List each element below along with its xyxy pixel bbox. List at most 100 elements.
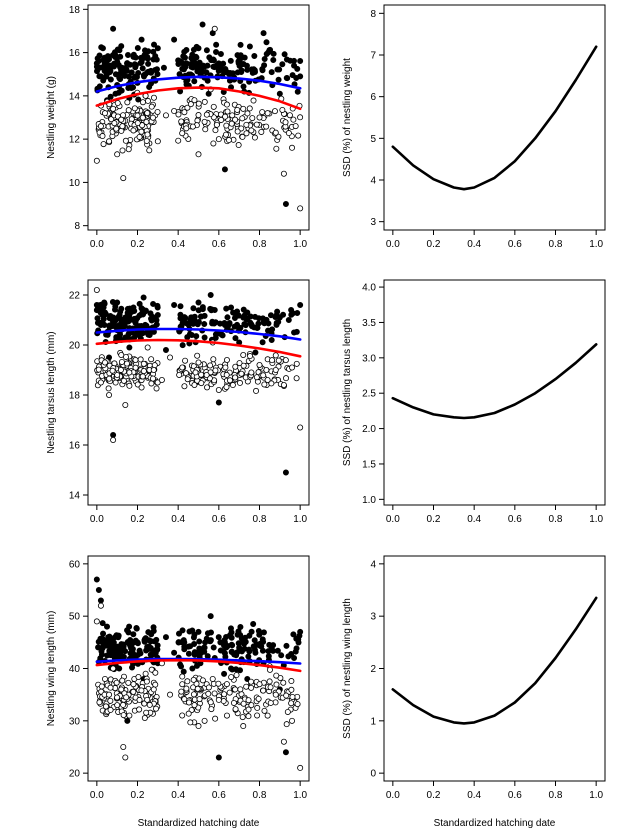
data-point: [177, 303, 184, 310]
data-point: [133, 625, 140, 632]
data-point: [130, 681, 137, 688]
data-point: [134, 45, 141, 52]
data-point: [109, 322, 116, 329]
data-point: [114, 299, 121, 306]
data-point: [143, 119, 150, 126]
y-axis-label: SSD (%) of nestling tarsus length: [342, 319, 353, 466]
data-point: [97, 73, 104, 80]
data-point: [205, 684, 212, 691]
data-point: [252, 349, 259, 356]
data-point: [226, 632, 233, 639]
data-point: [195, 628, 202, 635]
data-point: [254, 704, 261, 711]
data-point: [201, 644, 208, 651]
data-point: [286, 112, 293, 119]
x-tick-label: 0.8: [549, 239, 563, 250]
data-point: [126, 382, 133, 389]
data-point: [198, 371, 205, 378]
data-point: [148, 638, 155, 645]
data-point: [139, 373, 146, 380]
data-point: [248, 702, 255, 709]
data-point: [191, 381, 198, 388]
x-tick-label: 0.6: [212, 514, 226, 525]
data-point: [120, 175, 127, 182]
data-point: [128, 645, 135, 652]
x-tick-label: 0.8: [253, 790, 267, 801]
data-point: [134, 315, 141, 322]
data-point: [140, 73, 147, 80]
data-point: [141, 54, 148, 61]
data-point: [229, 382, 236, 389]
data-point: [100, 304, 107, 311]
data-point: [255, 695, 262, 702]
data-point: [267, 684, 274, 691]
data-point: [120, 743, 127, 750]
data-point: [114, 151, 121, 158]
data-point: [295, 132, 302, 139]
data-point: [291, 655, 298, 662]
x-tick-label: 0.0: [90, 239, 104, 250]
data-point: [279, 106, 286, 113]
data-point: [181, 54, 188, 61]
data-point: [266, 47, 273, 54]
data-point: [124, 60, 131, 67]
y-tick-label: 14: [69, 491, 81, 502]
x-axis-label: Standardized hatching date: [434, 818, 556, 829]
y-tick-label: 16: [69, 441, 81, 452]
x-tick-label: 0.4: [467, 790, 481, 801]
data-point: [181, 109, 188, 116]
plot-frame: [383, 4, 606, 231]
y-tick-label: 20: [69, 341, 81, 352]
data-point: [282, 201, 289, 208]
data-point: [280, 738, 287, 745]
data-point: [179, 712, 186, 719]
data-point: [203, 47, 210, 54]
data-point: [261, 56, 268, 63]
data-point: [130, 127, 137, 134]
data-point: [146, 147, 153, 154]
y-tick-label: 18: [69, 391, 81, 402]
data-point: [194, 68, 201, 75]
data-point: [289, 364, 296, 371]
data-point: [291, 329, 298, 336]
y-axis-label: Nestling tarsus length (mm): [46, 331, 57, 453]
data-point: [198, 380, 205, 387]
data-point: [191, 78, 198, 85]
data-point: [288, 700, 295, 707]
data-point: [182, 357, 189, 364]
data-point: [236, 379, 243, 386]
y-tick-label: 4: [370, 176, 376, 187]
y-tick-label: 22: [69, 291, 81, 302]
data-point: [122, 137, 129, 144]
data-point: [265, 320, 272, 327]
data-point: [196, 696, 203, 703]
data-point: [122, 314, 129, 321]
data-point: [297, 205, 304, 212]
data-point: [268, 644, 275, 651]
data-point: [153, 321, 160, 328]
data-point: [124, 639, 131, 646]
data-point: [278, 652, 285, 659]
data-point: [192, 369, 199, 376]
data-point: [249, 69, 256, 76]
data-point: [283, 56, 290, 63]
data-point: [122, 754, 129, 761]
data-point: [154, 311, 161, 318]
data-point: [184, 376, 191, 383]
data-point: [134, 639, 141, 646]
ssd-curve: [391, 343, 598, 420]
x-tick-label: 0.0: [386, 790, 400, 801]
data-point: [176, 630, 183, 637]
data-point: [233, 652, 240, 659]
y-tick-label: 1: [370, 716, 376, 727]
x-tick-label: 1.0: [293, 514, 307, 525]
data-point: [217, 50, 224, 57]
data-point: [178, 118, 185, 125]
data-point: [221, 166, 228, 173]
x-tick-label: 0.0: [90, 790, 104, 801]
data-point: [183, 46, 190, 53]
y-tick-label: 4: [370, 559, 376, 570]
data-point: [246, 105, 253, 112]
panel-wing-ssd: 0.0 0.2 0.4 0.6 0.8 1.0 0 1 2 3 4 SSD (%) of nestli…: [342, 555, 606, 829]
